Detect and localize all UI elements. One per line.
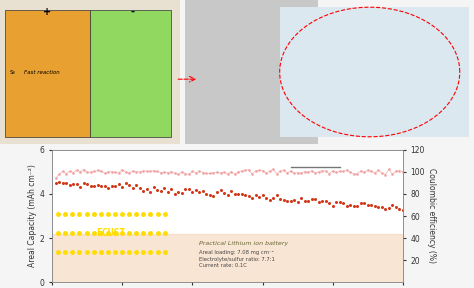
Text: Fast reaction: Fast reaction [24,69,59,75]
FancyBboxPatch shape [0,0,180,144]
Text: ECUST: ECUST [97,228,126,238]
Text: Areal loading: 7.08 mg cm⁻²
Electrolyte/sulfur ratio: 7.7:1
Current rate: 0.1C: Areal loading: 7.08 mg cm⁻² Electrolyte/… [200,250,275,268]
Y-axis label: Areal Capacity (mAh cm⁻²): Areal Capacity (mAh cm⁻²) [28,164,37,268]
FancyBboxPatch shape [5,10,90,137]
Text: Practical Lithium ion battery: Practical Lithium ion battery [200,241,289,247]
Text: -: - [131,7,135,17]
FancyBboxPatch shape [90,10,171,137]
Text: +: + [43,7,52,17]
Bar [52,234,403,282]
Y-axis label: Coulombic efficiency (%): Coulombic efficiency (%) [427,168,436,264]
FancyBboxPatch shape [185,0,318,144]
FancyBboxPatch shape [280,7,469,137]
Text: S₈: S₈ [9,69,15,75]
